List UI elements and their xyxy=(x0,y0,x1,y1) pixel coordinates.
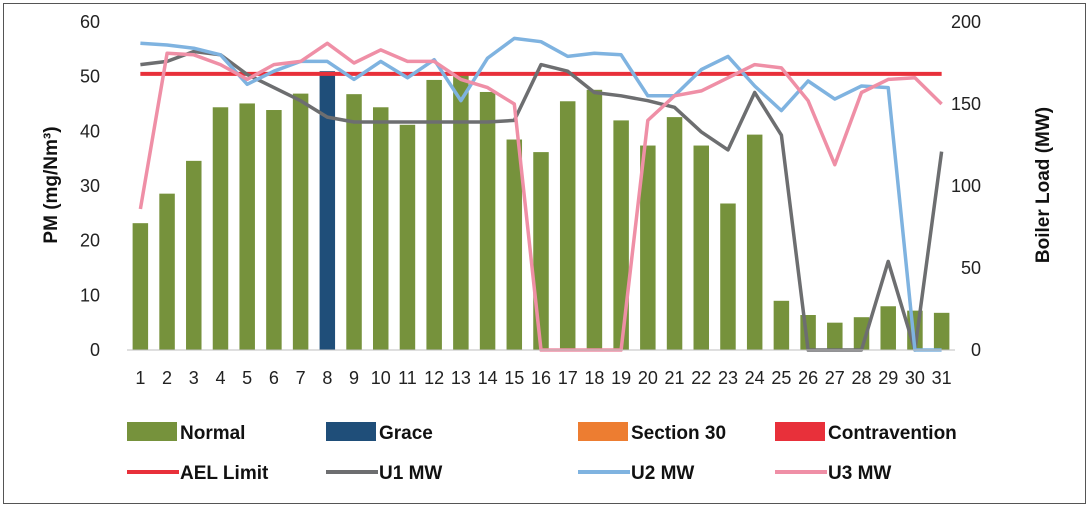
pm-bar-day-12 xyxy=(426,79,442,351)
legend-swatch-contravention xyxy=(775,422,825,441)
series-line-u2-mw xyxy=(140,36,942,352)
pm-bar-day-18 xyxy=(586,89,603,350)
x-tick-label: 18 xyxy=(584,368,604,388)
x-tick-label: 13 xyxy=(451,368,471,388)
x-tick-label: 30 xyxy=(905,368,925,388)
pm-bar-day-9 xyxy=(346,94,362,350)
y-axis-title: PM (mg/Nm³) xyxy=(41,126,62,243)
x-tick-label: 25 xyxy=(771,368,791,388)
y-tick-label: 60 xyxy=(80,12,100,32)
pm-bar-day-24 xyxy=(746,134,763,350)
legend-label: Grace xyxy=(379,423,433,444)
legend-swatch-normal xyxy=(127,422,177,441)
x-tick-label: 29 xyxy=(878,368,898,388)
x-tick-label: 7 xyxy=(296,368,306,388)
pm-bar-day-16 xyxy=(533,152,549,350)
x-tick-label: 21 xyxy=(665,368,685,388)
x-tick-label: 6 xyxy=(269,368,279,388)
pm-bar-day-25 xyxy=(773,300,790,350)
pm-bar-day-2 xyxy=(159,193,175,350)
x-tick-label: 12 xyxy=(424,368,444,388)
y2-tick-label: 200 xyxy=(951,12,981,32)
x-tick-label: 11 xyxy=(398,368,417,388)
pm-bar-day-5 xyxy=(239,103,255,350)
pm-bar-day-21 xyxy=(666,117,683,351)
pm-bar-day-4 xyxy=(212,107,229,350)
pm-bar-day-20 xyxy=(640,145,656,350)
legend-label: U1 MW xyxy=(379,463,442,484)
y-tick-label: 20 xyxy=(80,231,100,251)
pm-bar-day-3 xyxy=(186,160,202,350)
legend-label: U2 MW xyxy=(631,463,694,484)
y2-tick-label: 0 xyxy=(971,340,981,360)
y-tick-label: 0 xyxy=(90,340,100,360)
pm-bar-day-13 xyxy=(453,72,469,350)
pm-bar-day-17 xyxy=(559,101,576,351)
x-tick-label: 2 xyxy=(162,368,172,388)
pm-bar-day-29 xyxy=(880,306,896,350)
x-tick-label: 9 xyxy=(349,368,359,388)
x-tick-label: 24 xyxy=(745,368,765,388)
pm-bar-day-23 xyxy=(720,203,736,350)
x-tick-label: 20 xyxy=(638,368,658,388)
x-tick-label: 3 xyxy=(189,368,199,388)
pm-bar-day-14 xyxy=(479,91,496,351)
x-tick-label: 10 xyxy=(371,368,391,388)
pm-bar-day-15 xyxy=(506,139,523,350)
x-tick-label: 1 xyxy=(135,368,145,388)
pm-bar-day-11 xyxy=(399,124,416,350)
y-tick-label: 10 xyxy=(80,285,100,305)
y2-tick-label: 100 xyxy=(951,176,981,196)
x-tick-label: 5 xyxy=(242,368,252,388)
pm-bar-day-8 xyxy=(319,71,336,350)
y-tick-label: 50 xyxy=(80,67,100,87)
legend-label: AEL Limit xyxy=(180,463,269,484)
x-tick-label: 8 xyxy=(322,368,332,388)
x-tick-label: 28 xyxy=(852,368,872,388)
x-tick-label: 4 xyxy=(215,368,225,388)
y-tick-label: 30 xyxy=(80,176,100,196)
legend-label: Contravention xyxy=(828,423,957,444)
legend-label: Section 30 xyxy=(631,423,726,444)
pm-bar-day-10 xyxy=(372,107,389,350)
y2-axis-title: Boiler Load (MW) xyxy=(1033,107,1054,263)
y2-tick-label: 50 xyxy=(961,258,981,278)
pm-bar-day-19 xyxy=(613,120,629,351)
y-tick-label: 40 xyxy=(80,121,100,141)
x-tick-label: 19 xyxy=(611,368,631,388)
x-tick-label: 26 xyxy=(798,368,818,388)
x-tick-label: 16 xyxy=(531,368,551,388)
bars-layer xyxy=(132,71,950,351)
pm-bar-day-27 xyxy=(827,322,843,350)
x-tick-label: 17 xyxy=(558,368,578,388)
y2-tick-label: 150 xyxy=(951,94,981,114)
x-tick-label: 27 xyxy=(825,368,845,388)
x-tick-label: 14 xyxy=(478,368,498,388)
x-tick-label: 22 xyxy=(691,368,711,388)
legend-label: Normal xyxy=(180,423,245,444)
x-tick-label: 31 xyxy=(932,368,952,388)
legend-label: U3 MW xyxy=(828,463,891,484)
pm-bar-day-6 xyxy=(266,110,282,350)
legend: Normal Grace Section 30 Contravention AEL Li… xyxy=(127,422,957,484)
legend-swatch-grace xyxy=(326,422,376,441)
x-tick-label: 15 xyxy=(504,368,524,388)
pm-bar-day-1 xyxy=(132,223,149,350)
pm-bar-day-7 xyxy=(292,93,309,350)
pm-bar-day-22 xyxy=(693,145,710,350)
x-tick-label: 23 xyxy=(718,368,738,388)
pm-bar-day-31 xyxy=(933,312,950,350)
legend-swatch-section-30 xyxy=(578,422,628,441)
